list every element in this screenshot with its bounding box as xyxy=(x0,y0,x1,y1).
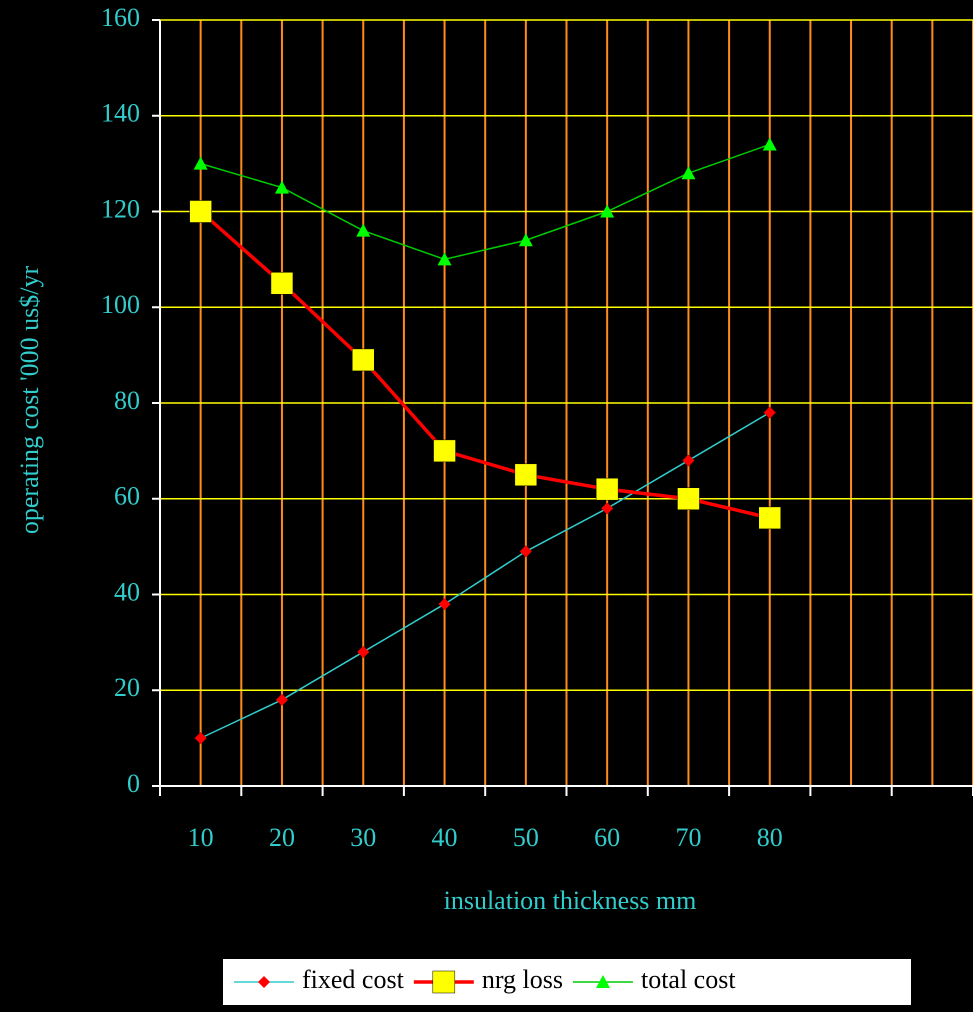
marker xyxy=(193,156,208,170)
marker xyxy=(601,502,614,515)
marker xyxy=(595,477,619,501)
marker xyxy=(762,137,777,151)
marker xyxy=(514,463,538,487)
marker xyxy=(194,732,207,745)
marker xyxy=(274,180,289,194)
marker xyxy=(275,693,288,706)
marker xyxy=(682,454,695,467)
legend-label: total cost xyxy=(641,965,736,994)
marker xyxy=(270,272,294,295)
marker xyxy=(519,545,532,558)
series-line xyxy=(200,143,770,261)
legend-box xyxy=(221,957,913,1007)
marker xyxy=(681,166,696,180)
marker xyxy=(357,645,370,658)
y-axis-title: operating cost '000 us$/yr xyxy=(15,266,44,535)
marker xyxy=(758,506,781,530)
y-tick-label: 160 xyxy=(101,3,140,32)
y-tick-label: 140 xyxy=(101,99,140,128)
series-line xyxy=(199,210,771,520)
marker xyxy=(438,598,451,611)
legend-label: fixed cost xyxy=(302,965,405,994)
x-tick-label: 50 xyxy=(513,823,539,852)
legend-marker xyxy=(595,975,610,988)
legend: fixed cost nrg loss total cost xyxy=(221,957,913,1007)
x-tick-label: 40 xyxy=(432,823,458,852)
x-tick-label: 30 xyxy=(350,823,376,852)
x-tick-label: 80 xyxy=(757,823,783,852)
y-tick-label: 80 xyxy=(114,386,140,415)
x-tick-label: 20 xyxy=(269,823,295,852)
legend-marker xyxy=(258,976,270,988)
y-tick-label: 20 xyxy=(114,673,140,702)
marker xyxy=(189,200,212,223)
y-tick-label: 40 xyxy=(114,577,140,606)
y-tick-label: 60 xyxy=(114,482,140,511)
marker xyxy=(352,348,375,372)
series-line xyxy=(200,411,771,739)
y-tick-label: 100 xyxy=(101,290,140,319)
marker xyxy=(356,223,371,237)
y-tick-label: 0 xyxy=(127,769,140,798)
x-tick-label: 10 xyxy=(188,823,214,852)
legend-label: nrg loss xyxy=(482,965,563,994)
marker xyxy=(763,406,776,419)
marker xyxy=(518,233,533,247)
x-tick-label: 60 xyxy=(594,823,620,852)
x-tick-label: 70 xyxy=(675,823,701,852)
marker xyxy=(600,204,615,218)
marker xyxy=(437,252,452,266)
legend-marker xyxy=(432,970,456,994)
y-tick-label: 120 xyxy=(101,194,140,223)
marker xyxy=(677,487,700,510)
marker xyxy=(433,439,456,463)
x-axis-title: insulation thickness mm xyxy=(444,886,697,915)
